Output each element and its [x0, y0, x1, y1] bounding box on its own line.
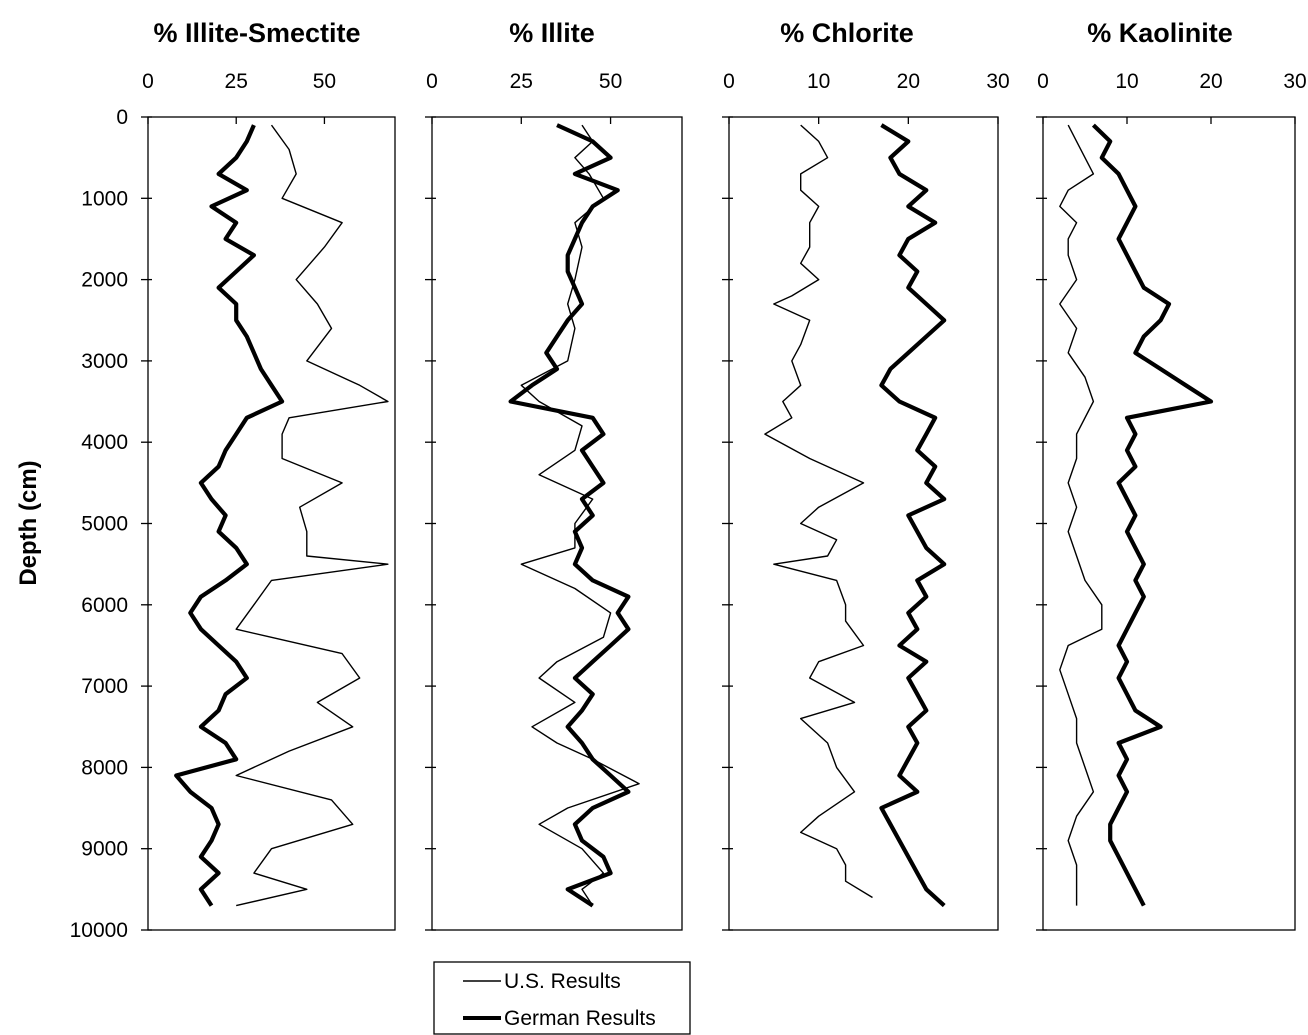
x-tick-label: 50 [599, 70, 622, 93]
x-tick-label: 25 [510, 70, 533, 93]
x-tick-label: 0 [142, 70, 154, 93]
x-tick-label: 0 [1037, 70, 1049, 93]
german-results-line [879, 123, 947, 908]
x-tick-label: 0 [723, 70, 735, 93]
panel-title: % Illite-Smectite [153, 18, 360, 48]
us-results-line [235, 124, 389, 907]
y-tick-label: 0 [116, 106, 128, 129]
panel-title: % Kaolinite [1087, 18, 1233, 48]
y-tick-label: 3000 [81, 350, 128, 373]
y-tick-label: 5000 [81, 513, 128, 536]
y-tick-label: 10000 [70, 919, 128, 942]
panel-title: % Illite [509, 18, 595, 48]
x-tick-label: 25 [225, 70, 248, 93]
x-tick-label: 10 [807, 70, 830, 93]
x-tick-label: 20 [897, 70, 920, 93]
y-axis-label: Depth (cm) [15, 460, 42, 585]
us-results-line [764, 124, 873, 899]
us-results-line [1059, 124, 1103, 906]
panel-title: % Chlorite [780, 18, 914, 48]
y-tick-label: 2000 [81, 269, 128, 292]
x-tick-label: 10 [1115, 70, 1138, 93]
y-tick-label: 6000 [81, 594, 128, 617]
legend-label: German Results [504, 1007, 656, 1030]
y-tick-label: 8000 [81, 756, 128, 779]
panel-frame [1042, 116, 1296, 931]
panel-frame [431, 116, 683, 931]
y-tick-label: 1000 [81, 187, 128, 210]
german-results-line [508, 123, 631, 908]
german-results-line [174, 124, 285, 907]
x-tick-label: 50 [313, 70, 336, 93]
x-tick-label: 30 [1283, 70, 1306, 93]
panel-frame [728, 116, 999, 931]
x-tick-label: 30 [986, 70, 1009, 93]
y-tick-label: 9000 [81, 838, 128, 861]
y-tick-label: 4000 [81, 431, 128, 454]
german-results-line [1091, 123, 1214, 907]
y-tick-label: 7000 [81, 675, 128, 698]
panel-frame [147, 116, 396, 931]
us-results-line [520, 124, 640, 906]
legend-label: U.S. Results [504, 970, 621, 993]
x-tick-label: 20 [1199, 70, 1222, 93]
x-tick-label: 0 [426, 70, 438, 93]
legend-box [433, 961, 691, 1035]
